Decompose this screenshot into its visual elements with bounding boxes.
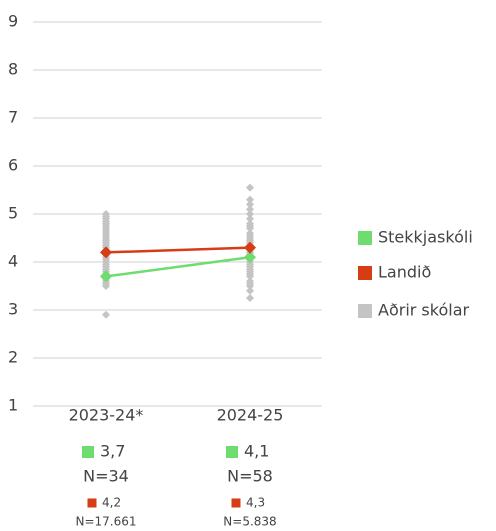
legend-label: Landið: [378, 263, 431, 282]
n-label: N=34: [83, 467, 129, 486]
point: [100, 270, 112, 283]
scatter-point: [246, 210, 254, 218]
line: [105, 255, 251, 278]
point: [244, 241, 256, 254]
y-tick-label: 5: [8, 204, 18, 223]
scatter-point: [102, 310, 110, 319]
value-label: 3,7: [100, 442, 125, 461]
scatter-point: [246, 277, 254, 286]
scatter-point: [246, 229, 254, 238]
legend-label: Stekkjaskóli: [378, 228, 473, 247]
x-tick-label: 2024-25: [217, 406, 284, 425]
label-swatch: [231, 498, 241, 508]
legend-label: Aðrir skólar: [378, 301, 469, 320]
y-tick-label: 4: [8, 252, 18, 271]
scatter-point: [246, 183, 254, 192]
y-tick-label: 3: [8, 300, 18, 319]
label-swatch: [226, 446, 238, 458]
value-label: 4,1: [244, 442, 269, 461]
n-label: N=17.661: [75, 515, 136, 529]
x-tick-label: 2023-24*: [69, 406, 144, 425]
y-tick-label: 7: [8, 108, 18, 127]
value-label: 4,2: [102, 496, 121, 510]
scatter-point: [246, 294, 254, 302]
scatter-point: [246, 219, 254, 228]
y-tick-label: 9: [8, 12, 18, 31]
legend-swatch: [358, 231, 372, 245]
label-swatch: [87, 498, 97, 508]
n-label: N=58: [227, 467, 273, 486]
n-label: N=5.838: [223, 515, 276, 529]
y-tick-label: 2: [8, 348, 18, 367]
label-swatch: [82, 446, 94, 458]
scatter-point: [246, 205, 254, 214]
legend-swatch: [358, 304, 372, 318]
scatter-point: [246, 286, 254, 295]
value-label: 4,3: [246, 496, 265, 510]
point: [100, 246, 112, 259]
y-tick-label: 1: [8, 396, 18, 415]
legend-swatch: [358, 266, 372, 280]
y-tick-label: 8: [8, 60, 18, 79]
line: [105, 246, 251, 254]
scatter-point: [246, 200, 254, 209]
scatter-point: [102, 210, 110, 218]
point: [244, 251, 256, 264]
y-tick-label: 6: [8, 156, 18, 175]
scatter-point: [246, 214, 254, 223]
scatter-point: [246, 195, 254, 204]
